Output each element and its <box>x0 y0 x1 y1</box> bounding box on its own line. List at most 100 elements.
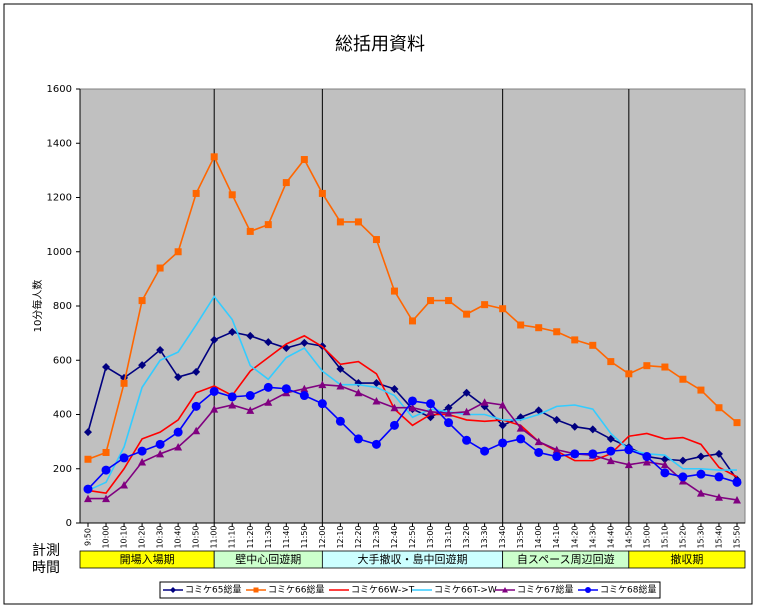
marker <box>696 452 705 461</box>
marker <box>606 434 615 443</box>
y-tick-label: 0 <box>66 518 72 529</box>
marker <box>102 494 111 503</box>
series-line <box>87 334 738 495</box>
y-tick-label: 1400 <box>47 138 72 149</box>
marker <box>245 391 255 401</box>
marker <box>371 439 381 449</box>
y-axis-label: 10分毎人数 <box>31 280 44 333</box>
x-tick-label: 12:20 <box>354 525 363 548</box>
x-tick-label: 10:00 <box>102 525 111 548</box>
y-tick-label: 600 <box>53 355 72 366</box>
x-tick-label: 12:10 <box>336 525 345 548</box>
marker <box>209 386 219 396</box>
x-tick-label: 12:50 <box>408 525 417 548</box>
x-tick-label: 14:40 <box>606 525 615 548</box>
marker <box>516 434 526 444</box>
marker <box>534 437 543 446</box>
marker <box>336 218 344 226</box>
marker <box>174 373 183 382</box>
marker <box>606 456 615 465</box>
marker <box>299 391 309 401</box>
marker <box>643 362 651 370</box>
y-tick-label: 1000 <box>47 247 72 258</box>
marker <box>534 406 543 415</box>
marker <box>552 415 561 424</box>
x-tick-label: 14:20 <box>570 525 579 548</box>
marker <box>84 494 92 503</box>
x-tick-label: 11:20 <box>246 525 255 548</box>
y-tick-label: 400 <box>53 410 72 421</box>
marker <box>372 396 381 405</box>
marker <box>335 416 345 426</box>
legend-marker <box>502 587 508 593</box>
marker <box>389 420 399 430</box>
y-tick-label: 1200 <box>47 193 72 204</box>
period-band <box>628 550 746 569</box>
legend-label: コミケ66W->T <box>351 585 415 596</box>
marker <box>678 472 688 482</box>
x-tick-label: 13:00 <box>426 525 435 548</box>
marker <box>571 336 579 344</box>
x-tick-label: 11:50 <box>300 525 309 548</box>
marker <box>517 321 525 329</box>
marker <box>697 386 705 394</box>
marker <box>390 287 398 295</box>
x-tick-label: 13:20 <box>462 525 471 548</box>
x-tick-label: 12:30 <box>372 525 381 548</box>
x-tick-label: 14:50 <box>624 525 633 548</box>
marker <box>409 317 416 325</box>
marker <box>174 443 183 451</box>
marker <box>715 404 723 412</box>
x-tick-label: 15:30 <box>696 525 705 548</box>
marker <box>102 363 111 372</box>
marker <box>642 452 652 462</box>
x-tick-label: 10:30 <box>156 525 165 548</box>
period-label: 壁中心回遊期 <box>235 552 301 566</box>
marker <box>426 407 435 416</box>
marker <box>246 227 254 235</box>
marker <box>102 448 110 456</box>
legend-box <box>159 581 661 599</box>
marker <box>553 328 561 336</box>
marker <box>642 457 651 466</box>
marker <box>228 328 237 337</box>
marker <box>84 455 92 463</box>
marker <box>570 422 579 431</box>
marker <box>714 449 723 458</box>
marker <box>552 445 561 454</box>
marker <box>281 384 291 394</box>
marker <box>354 218 362 226</box>
x-axis-label: 計測時間 <box>32 543 60 576</box>
marker <box>390 385 399 394</box>
marker <box>624 445 634 455</box>
marker <box>173 427 183 437</box>
marker <box>733 495 741 504</box>
legend-label: コミケ66総量 <box>268 584 324 596</box>
x-tick-label: 10:20 <box>138 525 147 548</box>
marker <box>246 331 255 340</box>
marker <box>498 421 507 430</box>
marker <box>463 310 471 318</box>
marker <box>317 399 327 409</box>
marker <box>696 469 706 479</box>
marker <box>228 401 237 409</box>
marker <box>192 426 201 435</box>
marker <box>300 384 309 393</box>
marker <box>228 191 236 199</box>
x-tick-label: 11:30 <box>264 525 273 548</box>
x-tick-label: 11:00 <box>210 525 219 548</box>
marker <box>462 435 472 445</box>
marker <box>444 403 453 412</box>
marker <box>210 335 219 344</box>
marker <box>192 367 201 376</box>
marker <box>660 468 670 478</box>
legend-marker <box>585 587 591 593</box>
x-tick-label: 15:20 <box>678 525 687 548</box>
marker <box>426 399 436 409</box>
marker <box>445 297 453 305</box>
x-tick-label: 15:00 <box>642 525 651 548</box>
marker <box>318 189 326 197</box>
marker <box>678 456 687 465</box>
marker <box>336 364 345 373</box>
